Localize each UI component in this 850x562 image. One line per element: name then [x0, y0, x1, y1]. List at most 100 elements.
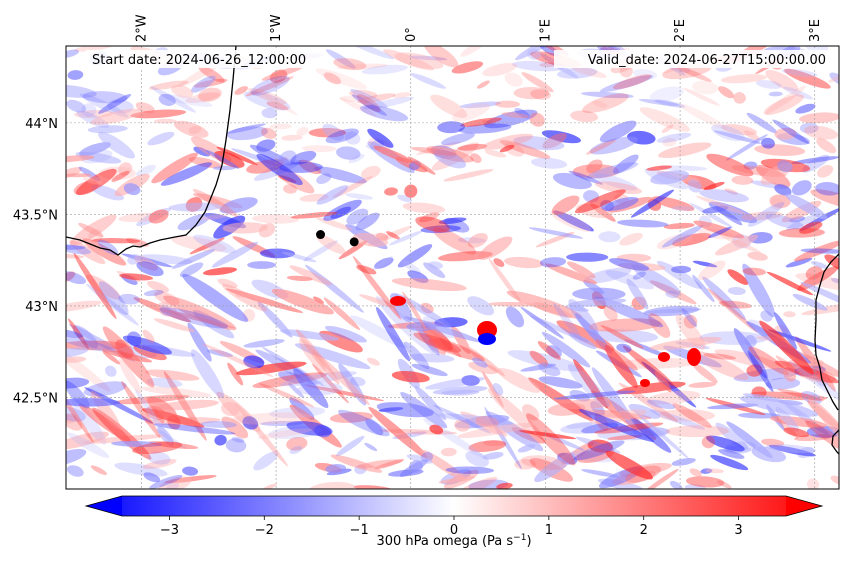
omega-streak [249, 144, 293, 166]
omega-streak [781, 68, 818, 77]
omega-streak [66, 300, 102, 312]
omega-streak [158, 476, 192, 489]
colorbar-title: 300 hPa omega (Pa s−1) [376, 533, 531, 549]
omega-streak [303, 240, 338, 262]
omega-cell [640, 379, 650, 387]
omega-streak [529, 315, 590, 343]
omega-streak [316, 217, 353, 231]
omega-streak [66, 49, 80, 58]
omega-streak [403, 341, 430, 370]
omega-streak [346, 46, 395, 60]
omega-streak [506, 290, 583, 319]
omega-streak [372, 256, 393, 271]
omega-streak [644, 308, 702, 314]
omega-streak [688, 381, 717, 388]
omega-streak [499, 144, 515, 153]
omega-streak [360, 105, 409, 122]
omega-streak [457, 143, 488, 151]
omega-streak [445, 466, 495, 474]
omega-streak [323, 297, 361, 331]
omega-streak [90, 108, 143, 125]
omega-streak [724, 188, 739, 195]
omega-streak [468, 440, 507, 453]
omega-streak [115, 339, 134, 359]
omega-streak [747, 251, 768, 261]
omega-streak [696, 195, 747, 215]
omega-streak [252, 214, 299, 224]
omega-streak [127, 331, 142, 347]
omega-streak [81, 103, 97, 118]
omega-streak [422, 316, 456, 339]
omega-streak [774, 312, 797, 350]
omega-streak [352, 232, 389, 247]
omega-streak [761, 438, 785, 447]
omega-streak [592, 100, 608, 108]
colorbar-tick-label: 1 [545, 523, 553, 538]
omega-streak [434, 317, 468, 328]
omega-streak [769, 194, 791, 208]
omega-streak [171, 235, 227, 252]
omega-streak [530, 157, 568, 169]
map-panel: Start date: 2024-06-26_12:00:00 Valid_da… [65, 45, 840, 490]
lon-label: 2°W [134, 14, 149, 42]
omega-streak [720, 74, 767, 84]
omega-streak [693, 220, 745, 239]
omega-streak [394, 52, 444, 70]
omega-streak [483, 109, 538, 129]
omega-streak [153, 423, 236, 435]
omega-streak [357, 93, 396, 104]
omega-streak [454, 419, 470, 432]
omega-streak [699, 189, 749, 203]
omega-streak [119, 273, 154, 281]
coastline [66, 46, 839, 455]
omega-streak [283, 184, 297, 194]
start-date-label: Start date: 2024-06-26_12:00:00 [92, 53, 306, 68]
omega-streak [613, 154, 639, 174]
omega-streak [698, 260, 726, 281]
omega-cell [658, 352, 670, 362]
omega-streak [363, 96, 414, 110]
omega-streak [791, 180, 812, 196]
omega-streak [643, 305, 700, 317]
coastline-cap [831, 429, 839, 455]
omega-streak [350, 315, 408, 349]
omega-streak [202, 267, 238, 276]
omega-streak [727, 269, 749, 285]
omega-streak [68, 318, 89, 350]
omega-streak [785, 193, 828, 220]
omega-streak [538, 362, 561, 377]
omega-streak [66, 173, 92, 178]
omega-streak [433, 404, 492, 434]
omega-streak [470, 153, 482, 163]
omega-streak [718, 300, 753, 309]
omega-streak [259, 248, 296, 259]
omega-streak [581, 91, 634, 99]
omega-streak [151, 152, 198, 184]
colorbar-outline [84, 495, 824, 517]
omega-streak [799, 122, 819, 134]
omega-streak [528, 227, 584, 239]
omega-streak [656, 132, 692, 143]
omega-streak [433, 149, 467, 169]
omega-streak [135, 164, 156, 177]
omega-streak [118, 162, 133, 176]
omega-streak [457, 422, 535, 438]
omega-streak [711, 124, 745, 142]
omega-streak [269, 69, 288, 83]
omega-streak [788, 216, 806, 223]
omega-streak [250, 75, 290, 96]
omega-streak [432, 386, 488, 395]
omega-streak [681, 307, 697, 328]
omega-streak [665, 425, 729, 438]
omega-streak [414, 385, 447, 421]
omega-streak [769, 415, 828, 428]
omega-streak [497, 367, 541, 393]
omega-streak [759, 320, 814, 375]
omega-streak [830, 475, 839, 485]
omega-streak [731, 175, 754, 185]
omega-streak [795, 103, 816, 114]
omega-streak [230, 412, 312, 425]
omega-streak [221, 416, 249, 439]
omega-streak [784, 68, 831, 89]
omega-streak [595, 339, 638, 371]
